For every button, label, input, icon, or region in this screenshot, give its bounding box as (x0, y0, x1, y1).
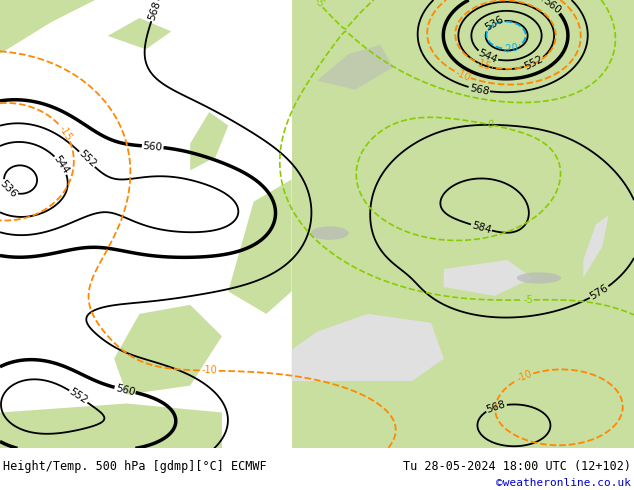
Text: 552: 552 (76, 149, 98, 170)
Text: 560: 560 (114, 383, 136, 397)
Text: Tu 28-05-2024 18:00 UTC (12+102): Tu 28-05-2024 18:00 UTC (12+102) (403, 460, 631, 473)
Polygon shape (190, 112, 228, 171)
Polygon shape (444, 260, 533, 296)
Text: 552: 552 (523, 54, 545, 72)
Text: -5: -5 (312, 0, 326, 10)
Polygon shape (0, 0, 95, 54)
Polygon shape (228, 179, 292, 314)
Text: -10: -10 (202, 366, 218, 376)
Ellipse shape (311, 226, 349, 240)
Bar (292, 0, 634, 448)
Text: ©weatheronline.co.uk: ©weatheronline.co.uk (496, 478, 631, 488)
Text: -5: -5 (523, 295, 533, 305)
Text: 560: 560 (143, 141, 163, 152)
Polygon shape (114, 305, 222, 394)
Text: -15: -15 (57, 124, 74, 143)
Text: 568: 568 (469, 83, 490, 97)
Text: 536: 536 (483, 15, 505, 33)
Ellipse shape (517, 272, 561, 284)
Polygon shape (317, 45, 393, 90)
Text: 544: 544 (52, 154, 71, 176)
Polygon shape (292, 314, 444, 381)
Text: Height/Temp. 500 hPa [gdmp][°C] ECMWF: Height/Temp. 500 hPa [gdmp][°C] ECMWF (3, 460, 267, 473)
Text: -20: -20 (502, 42, 520, 54)
Text: 568: 568 (485, 399, 507, 415)
Text: -15: -15 (474, 57, 493, 72)
Text: 536: 536 (0, 178, 19, 199)
Text: 584: 584 (470, 220, 492, 235)
Text: 560: 560 (541, 0, 562, 16)
Text: 576: 576 (588, 283, 611, 302)
Text: 552: 552 (67, 387, 89, 406)
Polygon shape (583, 215, 609, 278)
Text: 0: 0 (486, 119, 494, 130)
Text: -10: -10 (515, 369, 534, 384)
Text: -10: -10 (453, 67, 472, 83)
Polygon shape (0, 404, 222, 448)
Text: 544: 544 (477, 48, 499, 65)
Text: 568: 568 (147, 0, 163, 22)
Polygon shape (108, 18, 171, 49)
